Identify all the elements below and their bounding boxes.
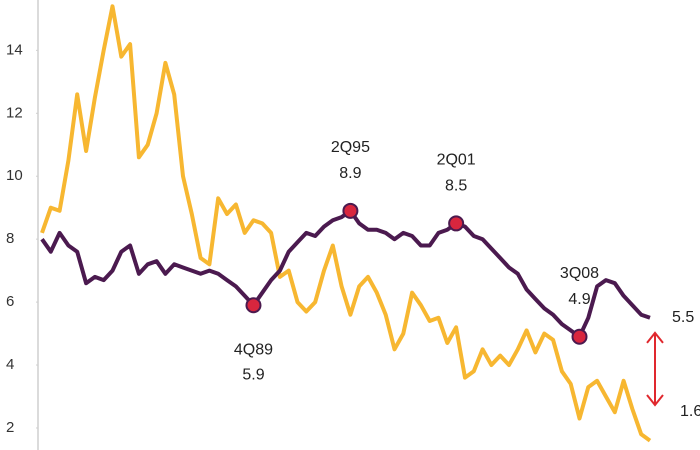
line-series [40,4,652,443]
y-tick-label: 12 [6,104,23,121]
y-tick-label: 2 [6,419,14,436]
y-tick-label: 14 [6,41,23,58]
y-tick-label: 6 [6,293,14,310]
highlight-point [245,297,262,314]
annotation-label: 2Q95 [331,139,370,156]
annotation-label: 3Q08 [560,265,599,282]
gap-arrow-head [646,394,664,407]
end-value-label: 5.5 [672,309,694,326]
annotation-value: 4.9 [568,291,590,308]
annotation-label: 2Q01 [437,152,476,169]
annotation-value: 8.5 [445,178,467,195]
annotation-label: 4Q89 [234,341,273,358]
annotation-value: 8.9 [339,165,361,182]
y-tick-label: 8 [6,230,14,247]
y-tick-label: 4 [6,356,14,373]
y-tick-label: 10 [6,167,23,184]
end-value-label: 1.6 [680,403,700,420]
line-series [40,208,651,339]
highlight-point [448,215,465,232]
annotation-value: 5.9 [242,366,264,383]
highlight-point [342,202,359,219]
gap-arrow-head [646,331,664,344]
highlight-point [571,328,588,345]
